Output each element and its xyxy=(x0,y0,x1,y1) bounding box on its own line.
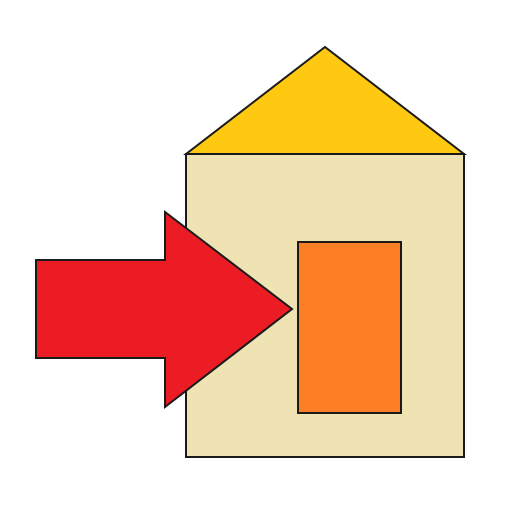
door-shape xyxy=(297,241,402,414)
roof-shape xyxy=(183,45,467,155)
arrow-shape xyxy=(35,209,294,410)
